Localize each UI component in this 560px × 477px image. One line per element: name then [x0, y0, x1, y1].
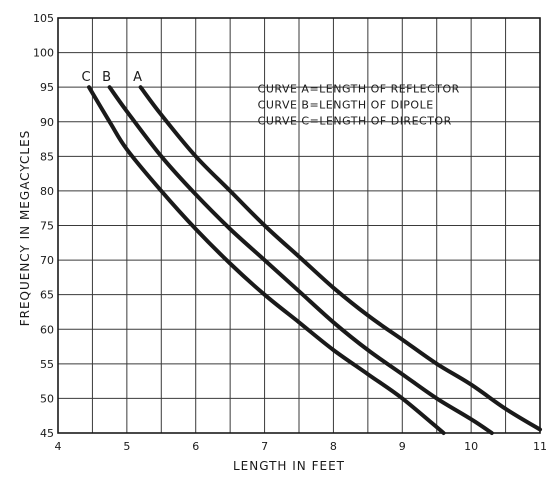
- x-tick-label: 11: [533, 440, 547, 453]
- y-tick-label: 65: [40, 289, 54, 302]
- plot-frame: [57, 17, 541, 434]
- y-tick-label: 50: [40, 392, 54, 405]
- x-tick-label: 10: [464, 440, 478, 453]
- y-tick-label: 85: [40, 150, 54, 163]
- legend-entry: CURVE A=LENGTH OF REFLECTOR: [258, 83, 460, 96]
- y-tick-label: 75: [40, 220, 54, 233]
- grid: [57, 17, 541, 434]
- curves: A BC: [81, 70, 542, 435]
- curve-a-tag: A: [133, 70, 142, 85]
- y-tick-label: 60: [40, 323, 54, 336]
- curve-b: [107, 85, 494, 435]
- x-tick-label: 4: [55, 440, 62, 453]
- y-tick-label: 80: [40, 185, 54, 198]
- curve-c: [87, 85, 446, 435]
- x-tick-label: 6: [192, 440, 199, 453]
- y-tick-label: 90: [40, 116, 54, 129]
- y-tick-label: 105: [33, 12, 54, 25]
- curve-a: [138, 85, 542, 432]
- y-tick-label: 100: [33, 47, 54, 60]
- labels: LENGTH IN FEET FREQUENCY IN MEGACYCLES: [18, 130, 345, 473]
- y-tick-label: 70: [40, 254, 54, 267]
- y-tick-label: 45: [40, 427, 54, 440]
- curve-b-tag: B: [102, 70, 111, 85]
- y-tick-label: 95: [40, 81, 54, 94]
- x-axis-label: LENGTH IN FEET: [233, 459, 345, 473]
- x-tick-label: 8: [330, 440, 337, 453]
- y-tick-label: 55: [40, 358, 54, 371]
- legend-entry: CURVE B=LENGTH OF DIPOLE: [258, 99, 434, 112]
- curve-c-tag: C: [81, 70, 90, 85]
- legend-entry: CURVE C=LENGTH OF DIRECTOR: [258, 115, 452, 128]
- x-tick-label: 7: [261, 440, 268, 453]
- legend: CURVE A=LENGTH OF REFLECTOR CURVE B=LENGT…: [258, 83, 460, 128]
- x-tick-label: 9: [399, 440, 406, 453]
- y-axis-label: FREQUENCY IN MEGACYCLES: [18, 130, 32, 327]
- x-tick-label: 5: [123, 440, 130, 453]
